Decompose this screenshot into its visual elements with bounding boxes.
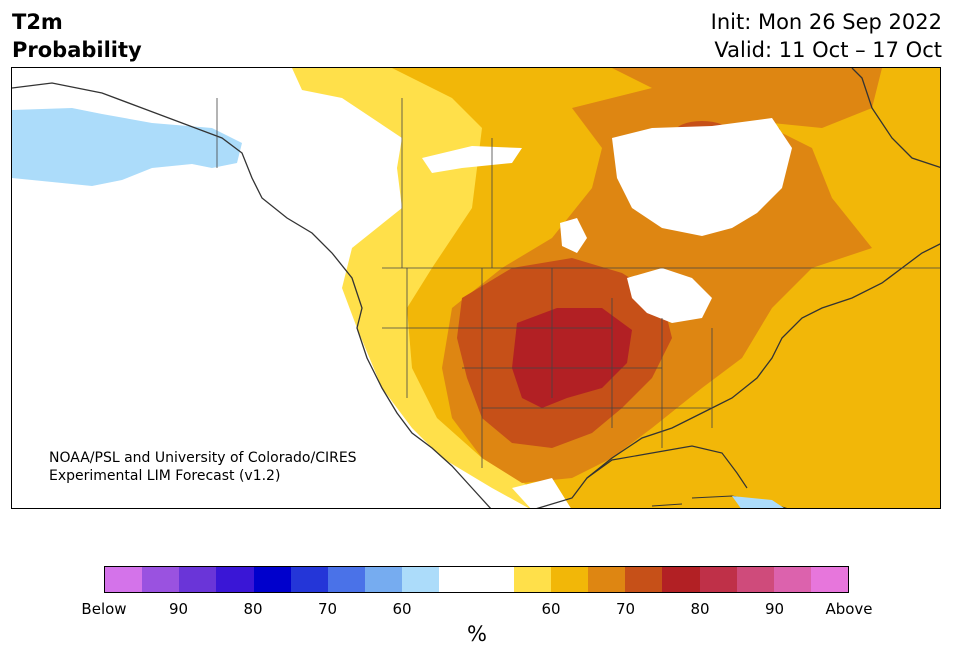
coastline <box>12 68 940 508</box>
colorbar-segment-17 <box>736 567 774 592</box>
colorbar-tick-label: Below <box>81 600 127 618</box>
hudson-bay <box>612 118 792 236</box>
forecast-dates: Init: Mon 26 Sep 2022 Valid: 11 Oct – 17… <box>711 8 942 64</box>
colorbar-segment-5 <box>290 567 328 592</box>
colorbar-tick-label: 70 <box>317 600 338 618</box>
title-variable: T2m <box>12 10 63 34</box>
white-strip-north <box>422 146 522 173</box>
colorbar-tick-label: 60 <box>541 600 561 618</box>
colorbar-segment-14 <box>625 567 663 592</box>
colorbar-tick-label: Above <box>825 600 873 618</box>
gulf-coast <box>586 445 748 489</box>
colorbar-segment-6 <box>327 567 366 592</box>
probability-map <box>12 68 940 508</box>
colorbar-segment-1 <box>142 567 180 592</box>
colorbar-segment-11 <box>513 567 551 592</box>
colorbar-segment-7 <box>365 567 403 592</box>
credit-line-1: NOAA/PSL and University of Colorado/CIRE… <box>49 450 357 466</box>
colorbar-segment-2 <box>179 567 217 592</box>
colorbar-segment-15 <box>662 567 700 592</box>
valid-range: Valid: 11 Oct – 17 Oct <box>714 38 942 62</box>
map-panel: NOAA/PSL and University of Colorado/CIRE… <box>11 67 941 509</box>
colorbar-tick-label: 80 <box>243 600 263 618</box>
map-title: T2m Probability <box>12 8 142 64</box>
colorbar-segment-8 <box>402 567 440 592</box>
colorbar-tick-label: 90 <box>764 600 785 618</box>
colorbar-segment-3 <box>216 567 254 592</box>
title-product: Probability <box>12 38 142 62</box>
colorbar-unit: % <box>467 622 487 646</box>
colorbar-segment-10 <box>476 567 514 592</box>
credit-line-2: Experimental LIM Forecast (v1.2) <box>49 468 281 484</box>
colorbar <box>104 566 849 593</box>
colorbar-segment-12 <box>550 567 589 592</box>
above-80-region <box>512 308 632 408</box>
colorbar-tick-label: 70 <box>615 600 636 618</box>
southwest-white <box>512 478 571 508</box>
above-70-region-north <box>612 68 882 128</box>
colorbar-segment-19 <box>810 567 849 592</box>
map-credit: NOAA/PSL and University of Colorado/CIRE… <box>49 449 357 485</box>
below-60-region-alaska <box>12 108 242 186</box>
great-lakes <box>627 268 712 323</box>
colorbar-segment-18 <box>773 567 811 592</box>
state-borders <box>216 98 940 468</box>
lake-winnipeg <box>560 218 587 253</box>
colorbar-segment-16 <box>699 567 737 592</box>
colorbar-segment-4 <box>253 567 291 592</box>
init-date: Init: Mon 26 Sep 2022 <box>710 10 942 34</box>
cuba-below-region <box>732 496 784 508</box>
colorbar-segment-9 <box>439 567 477 592</box>
colorbar-tick-label: 90 <box>168 600 189 618</box>
colorbar-tick-label: 60 <box>392 600 412 618</box>
colorbar-tick-label: 80 <box>690 600 710 618</box>
colorbar-segment-0 <box>105 567 143 592</box>
colorbar-segment-13 <box>588 567 626 592</box>
